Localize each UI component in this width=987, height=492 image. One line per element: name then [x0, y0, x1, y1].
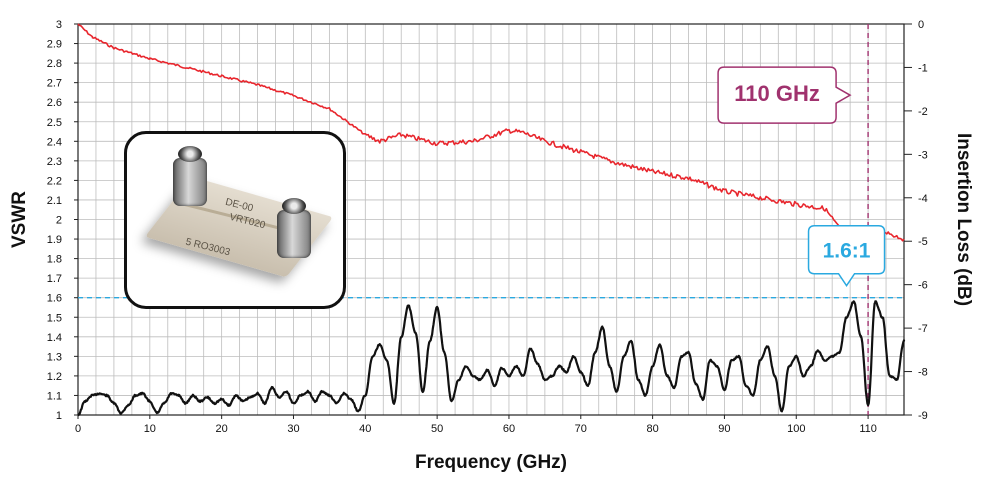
x-tick-label: 40 — [359, 423, 371, 435]
y-right-tick-label: -3 — [918, 149, 928, 161]
y-left-tick-label: 1.5 — [47, 312, 62, 324]
x-tick-label: 110 — [859, 423, 877, 435]
x-tick-label: 10 — [144, 423, 156, 435]
y-left-tick-label: 1.6 — [47, 293, 62, 305]
y-left-tick-label: 1 — [56, 410, 62, 422]
series-insertion-loss — [77, 23, 905, 242]
y-right-axis-title: Insertion Loss (dB) — [953, 133, 974, 306]
y-left-tick-label: 3 — [56, 19, 62, 31]
y-left-tick-label: 2.3 — [47, 156, 62, 168]
y-right-tick-label: -7 — [918, 323, 928, 335]
y-left-tick-label: 2.2 — [47, 175, 62, 187]
y-left-tick-label: 1.4 — [47, 332, 62, 344]
connector-right — [277, 198, 311, 258]
x-tick-label: 70 — [575, 423, 587, 435]
x-tick-label: 60 — [503, 423, 515, 435]
y-left-tick-label: 2.8 — [47, 58, 62, 70]
y-right-tick-label: -5 — [918, 236, 928, 248]
y-left-tick-label: 2.4 — [47, 136, 62, 148]
y-right-tick-label: -2 — [918, 106, 928, 118]
y-left-axis-title: VSWR — [9, 191, 30, 248]
y-left-tick-label: 2 — [56, 215, 62, 227]
y-left-tick-label: 2.1 — [47, 195, 62, 207]
callout-vswr-label: 1.6:1 — [823, 240, 871, 263]
callout-frequency-label: 110 GHz — [734, 81, 820, 106]
x-tick-label: 80 — [646, 423, 658, 435]
y-left-tick-label: 2.9 — [47, 39, 62, 51]
callout-vswr-bubble — [807, 224, 886, 288]
y-right-tick-label: 0 — [918, 19, 924, 31]
x-axis-title: Frequency (GHz) — [415, 452, 567, 473]
x-tick-label: 90 — [718, 423, 730, 435]
y-left-tick-label: 1.8 — [47, 254, 62, 266]
y-left-tick-label: 2.6 — [47, 97, 62, 109]
x-tick-label: 0 — [75, 423, 81, 435]
y-right-tick-label: -8 — [918, 367, 928, 379]
x-tick-label: 50 — [431, 423, 443, 435]
y-left-tick-label: 1.9 — [47, 234, 62, 246]
y-left-tick-label: 2.5 — [47, 117, 62, 129]
inset-photo: DE-00 VRT020 5 RO3003 — [124, 131, 346, 309]
x-tick-label: 30 — [287, 423, 299, 435]
series-vswr — [77, 300, 906, 417]
x-tick-label: 20 — [216, 423, 228, 435]
y-left-tick-label: 1.2 — [47, 371, 62, 383]
callout-frequency-bubble — [717, 66, 852, 124]
y-right-tick-label: -9 — [918, 410, 928, 422]
y-left-tick-label: 1.1 — [47, 390, 62, 402]
y-left-tick-label: 2.7 — [47, 78, 62, 90]
connector-left — [173, 146, 207, 206]
y-right-tick-label: -6 — [918, 280, 928, 292]
y-right-tick-label: -4 — [918, 193, 928, 205]
y-right-tick-label: -1 — [918, 62, 928, 74]
y-left-tick-label: 1.3 — [47, 351, 62, 363]
y-left-tick-label: 1.7 — [47, 273, 62, 285]
x-tick-label: 100 — [787, 423, 805, 435]
